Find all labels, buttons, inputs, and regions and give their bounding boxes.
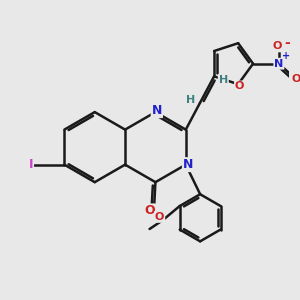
Text: H: H	[186, 94, 195, 104]
Text: O: O	[292, 74, 300, 84]
Text: N: N	[152, 104, 162, 117]
Text: O: O	[155, 212, 164, 222]
Text: N: N	[274, 59, 283, 69]
Text: +: +	[282, 51, 290, 61]
Text: I: I	[28, 158, 33, 171]
Text: O: O	[273, 41, 282, 52]
Text: -: -	[285, 36, 290, 50]
Text: O: O	[144, 204, 155, 218]
Text: H: H	[219, 75, 228, 85]
Text: O: O	[235, 82, 244, 92]
Text: N: N	[183, 158, 193, 171]
